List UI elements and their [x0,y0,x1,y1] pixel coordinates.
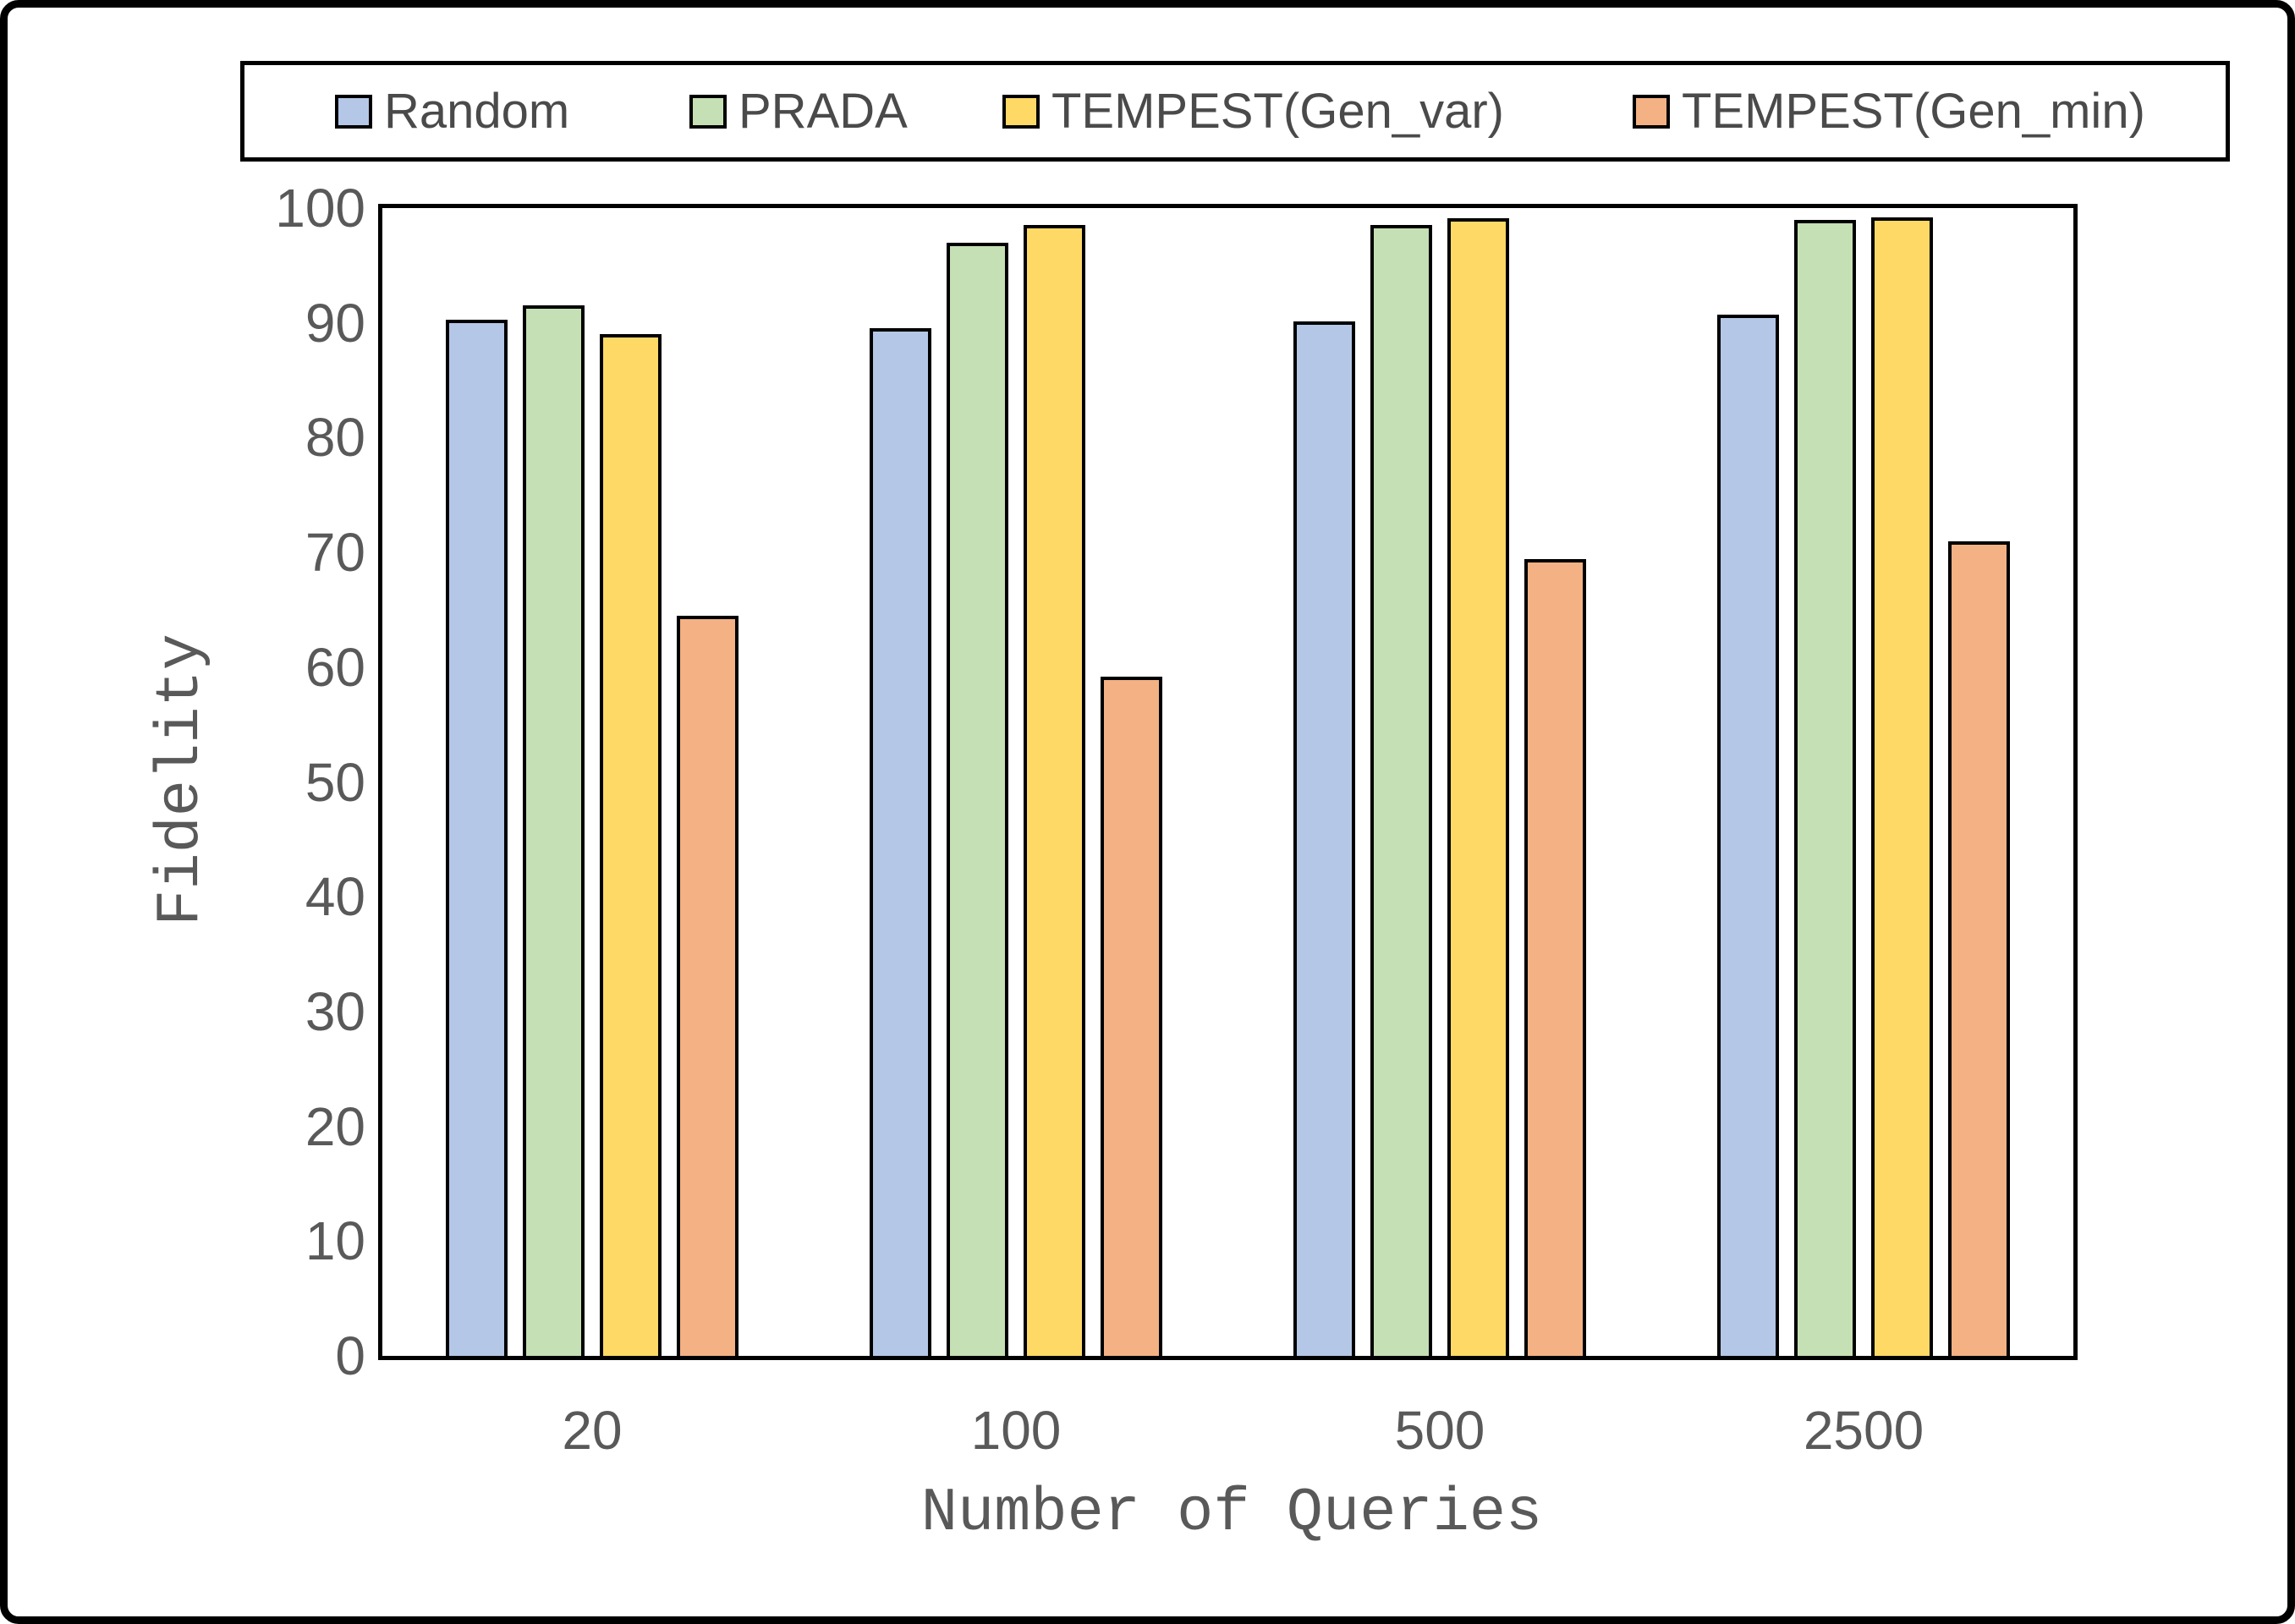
legend-swatch [1002,94,1040,129]
legend-label: PRADA [738,83,908,139]
x-axis-title: Number of Queries [920,1479,1543,1548]
bar-TEMPEST(Gen_var)-2500 [1871,217,1933,1356]
bar-TEMPEST(Gen_var)-100 [1024,225,1085,1356]
legend-item: Random [335,65,569,157]
y-axis-tick-label: 100 [275,178,365,239]
bar-Random-100 [870,328,931,1356]
y-axis-title-text: Fidelity [146,634,216,926]
plot-area [378,204,2078,1360]
legend-swatch [1633,94,1670,129]
bar-TEMPEST(Gen_var)-500 [1447,218,1509,1356]
bar-TEMPEST(Gen_min)-100 [1101,677,1162,1356]
y-axis-tick-label: 60 [305,637,365,698]
bar-PRADA-2500 [1794,220,1856,1356]
y-axis-tick-label: 10 [305,1210,365,1271]
legend-label: Random [384,83,570,139]
legend: Random PRADA TEMPEST(Gen_var) TEMPEST(Gen_m… [240,61,2230,162]
legend-item: TEMPEST(Gen_var) [1002,65,1504,157]
bar-PRADA-100 [947,243,1008,1356]
y-axis-tick-label: 50 [305,752,365,813]
bar-TEMPEST(Gen_var)-20 [600,334,662,1356]
legend-label: TEMPEST(Gen_min) [1682,83,2145,139]
legend-item: TEMPEST(Gen_min) [1633,65,2145,157]
y-axis-tick-label: 90 [305,293,365,354]
bar-Random-2500 [1717,315,1779,1356]
x-axis-tick-label: 100 [970,1400,1062,1461]
bar-TEMPEST(Gen_min)-500 [1524,559,1586,1356]
legend-swatch [335,94,372,129]
legend-label: TEMPEST(Gen_var) [1051,83,1504,139]
bar-PRADA-500 [1370,225,1432,1356]
bar-Random-500 [1293,321,1355,1356]
y-axis-tick-label: 80 [305,407,365,468]
legend-swatch [689,94,727,129]
y-axis-tick-label: 70 [305,522,365,583]
y-axis-tick-label: 20 [305,1096,365,1157]
legend-item: PRADA [689,65,908,157]
x-axis-tick-label: 2500 [1803,1400,1924,1461]
x-axis-tick-label: 20 [562,1400,623,1461]
y-axis-tick-label: 0 [335,1325,365,1386]
y-axis-tick-label: 30 [305,981,365,1042]
bar-Random-20 [446,320,508,1356]
y-axis-tick-label: 40 [305,866,365,927]
bar-PRADA-20 [523,305,585,1356]
bar-TEMPEST(Gen_min)-20 [677,616,738,1356]
x-axis-tick-label: 500 [1394,1400,1485,1461]
bar-TEMPEST(Gen_min)-2500 [1948,541,2010,1356]
